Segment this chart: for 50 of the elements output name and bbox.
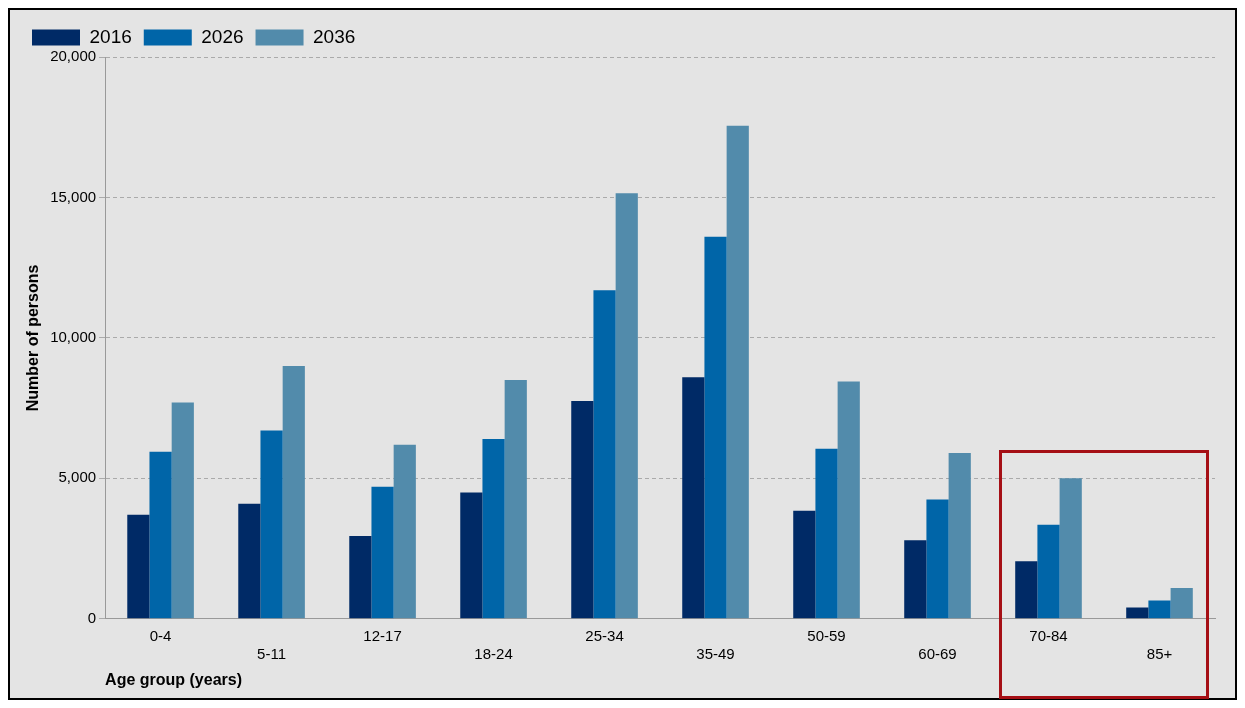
legend-label: 2026 bbox=[201, 25, 244, 47]
bar bbox=[1170, 587, 1193, 619]
bar bbox=[504, 380, 527, 619]
bar bbox=[571, 401, 594, 619]
bar bbox=[793, 510, 816, 619]
bar bbox=[815, 448, 838, 619]
bar bbox=[593, 290, 616, 619]
bar bbox=[726, 125, 749, 619]
bar bbox=[149, 451, 172, 619]
bar bbox=[460, 492, 483, 619]
bar bbox=[171, 402, 194, 619]
bar bbox=[1126, 607, 1149, 619]
x-tick-label: 35-49 bbox=[696, 644, 735, 662]
y-tick-label: 0 bbox=[87, 608, 97, 626]
x-tick-label: 85+ bbox=[1146, 644, 1173, 662]
bar bbox=[393, 444, 416, 619]
bar bbox=[682, 377, 705, 619]
y-tick-label: 10,000 bbox=[50, 328, 97, 346]
x-tick-label: 60-69 bbox=[918, 644, 957, 662]
legend-label: 2036 bbox=[313, 25, 356, 47]
bar bbox=[948, 453, 971, 619]
legend-label: 2016 bbox=[89, 25, 132, 47]
bar bbox=[260, 430, 283, 619]
x-tick-label: 70-84 bbox=[1029, 626, 1068, 644]
bar bbox=[1059, 478, 1082, 619]
bar bbox=[349, 535, 372, 619]
y-axis-title: Number of persons bbox=[24, 264, 42, 412]
bar bbox=[1015, 561, 1038, 619]
x-tick-label: 12-17 bbox=[363, 626, 402, 644]
x-tick-label: 5-11 bbox=[257, 644, 287, 662]
x-tick-label: 50-59 bbox=[807, 626, 846, 644]
x-axis-title: Age group (years) bbox=[105, 670, 242, 688]
bar bbox=[1148, 600, 1171, 619]
bar bbox=[127, 514, 150, 619]
bar bbox=[482, 439, 505, 619]
bar bbox=[371, 486, 394, 619]
y-tick-label: 20,000 bbox=[50, 47, 97, 65]
x-tick-label: 25-34 bbox=[585, 626, 624, 644]
bar bbox=[904, 540, 927, 619]
x-tick-label: 18-24 bbox=[474, 644, 513, 662]
bar bbox=[1037, 524, 1060, 619]
bar bbox=[238, 503, 261, 619]
y-tick-label: 15,000 bbox=[50, 187, 97, 205]
bar bbox=[837, 381, 860, 619]
bar bbox=[615, 193, 638, 619]
bar bbox=[704, 236, 727, 619]
x-tick-label: 0-4 bbox=[149, 626, 172, 644]
bar bbox=[282, 365, 305, 619]
bar bbox=[926, 499, 949, 619]
y-tick-label: 5,000 bbox=[58, 468, 97, 486]
